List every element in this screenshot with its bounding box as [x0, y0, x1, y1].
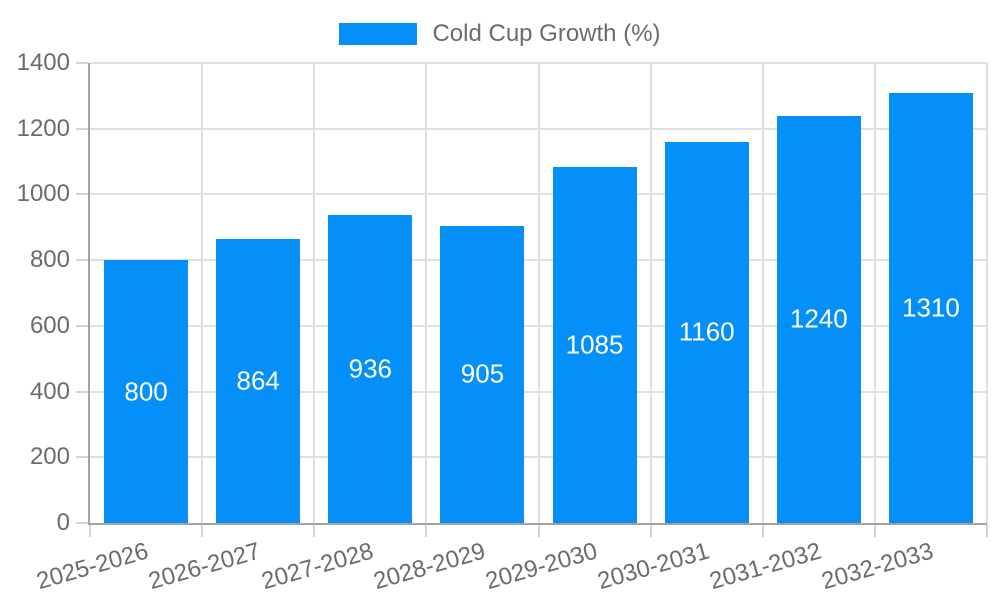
y-tick-label: 1000 [16, 180, 70, 208]
x-gridline [537, 63, 540, 523]
x-tick-mark [761, 525, 764, 537]
bar-value-label: 1240 [789, 303, 848, 334]
x-tick-mark [649, 525, 652, 537]
y-tick-mark [76, 456, 88, 459]
x-tick-mark [425, 525, 428, 537]
x-gridline [425, 63, 428, 523]
y-tick-mark [76, 127, 88, 130]
bar[interactable]: 1160 [664, 141, 749, 523]
y-tick-label: 600 [29, 311, 70, 339]
x-tick-mark [201, 525, 204, 537]
x-tick-label: 2030-2031 [594, 537, 713, 596]
legend-label: Cold Cup Growth (%) [432, 20, 661, 47]
y-tick-label: 1200 [16, 114, 70, 142]
x-tick-label: 2028-2029 [370, 537, 489, 596]
y-tick-mark [76, 324, 88, 327]
bar-value-label: 864 [236, 365, 280, 396]
x-tick-mark [313, 525, 316, 537]
bar-value-label: 1310 [902, 292, 960, 323]
y-tick-mark [76, 193, 88, 196]
bar[interactable]: 1085 [552, 166, 637, 523]
y-tick-label: 400 [29, 377, 70, 405]
bar[interactable]: 864 [216, 239, 301, 523]
y-tick-mark [76, 62, 88, 64]
x-axis-labels: 2025-2026 2026-2027 2027-2028 2028-2029 2029… [34, 525, 985, 600]
y-tick-mark [76, 259, 88, 262]
plot-area: 0 200 400 600 800 1000 1200 1400 800 864 936 905 108… [17, 51, 988, 537]
bar-value-label: 936 [348, 353, 392, 384]
bar-value-label: 1085 [565, 329, 624, 360]
x-gridline [986, 63, 988, 523]
x-tick-label: 2032-2033 [818, 537, 937, 596]
bar-value-label: 800 [124, 376, 168, 407]
y-tick-mark [76, 522, 88, 524]
bar[interactable]: 936 [328, 215, 413, 523]
x-gridline [201, 63, 204, 523]
x-tick-mark [986, 525, 988, 537]
y-tick-label: 1400 [16, 49, 70, 76]
x-tick-label: 2031-2032 [706, 537, 825, 596]
x-tick-mark [89, 525, 91, 537]
x-gridline [313, 63, 316, 523]
x-tick-label: 2029-2030 [482, 537, 601, 596]
x-gridline [761, 63, 764, 523]
bar[interactable]: 1310 [888, 92, 973, 523]
bar-value-label: 905 [460, 358, 505, 389]
y-tick-label: 0 [56, 509, 70, 536]
x-tick-label: 2025-2026 [33, 537, 152, 596]
bar[interactable]: 800 [104, 260, 189, 523]
legend: Cold Cup Growth (%) [0, 20, 1000, 48]
y-tick-label: 200 [29, 443, 70, 471]
bar-value-label: 1160 [678, 316, 735, 347]
x-tick-mark [537, 525, 540, 537]
x-gridline [873, 63, 876, 523]
x-tick-label: 2026-2027 [145, 537, 264, 596]
legend-swatch-icon [339, 23, 418, 45]
y-tick-mark [76, 390, 88, 393]
x-gridline [649, 63, 652, 523]
x-tick-mark [873, 525, 876, 537]
bar[interactable]: 1240 [776, 115, 861, 523]
y-tick-label: 800 [29, 246, 70, 274]
bar[interactable]: 905 [440, 225, 525, 523]
x-tick-label: 2027-2028 [258, 537, 376, 596]
legend-item[interactable]: Cold Cup Growth (%) [339, 20, 661, 48]
